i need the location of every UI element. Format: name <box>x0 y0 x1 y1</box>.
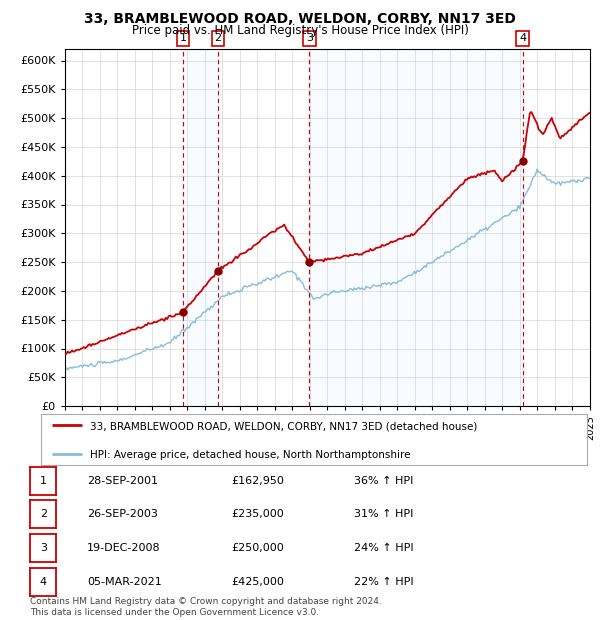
Text: 36% ↑ HPI: 36% ↑ HPI <box>354 476 413 486</box>
Text: 33, BRAMBLEWOOD ROAD, WELDON, CORBY, NN17 3ED (detached house): 33, BRAMBLEWOOD ROAD, WELDON, CORBY, NN1… <box>90 422 478 432</box>
Text: 3: 3 <box>306 33 313 43</box>
Text: 28-SEP-2001: 28-SEP-2001 <box>87 476 158 486</box>
Text: £162,950: £162,950 <box>231 476 284 486</box>
Text: 2: 2 <box>40 509 47 519</box>
Text: HPI: Average price, detached house, North Northamptonshire: HPI: Average price, detached house, Nort… <box>90 450 410 460</box>
Bar <box>309 49 523 406</box>
Text: 4: 4 <box>40 577 47 587</box>
Bar <box>183 49 218 406</box>
Text: 22% ↑ HPI: 22% ↑ HPI <box>354 577 413 587</box>
Text: 2: 2 <box>214 33 221 43</box>
Text: 26-SEP-2003: 26-SEP-2003 <box>87 509 158 519</box>
Text: 3: 3 <box>40 543 47 553</box>
Text: 1: 1 <box>179 33 187 43</box>
Text: £250,000: £250,000 <box>231 543 284 553</box>
Text: 31% ↑ HPI: 31% ↑ HPI <box>354 509 413 519</box>
Text: 1: 1 <box>40 476 47 486</box>
Text: £235,000: £235,000 <box>231 509 284 519</box>
Text: 24% ↑ HPI: 24% ↑ HPI <box>354 543 413 553</box>
Text: 05-MAR-2021: 05-MAR-2021 <box>87 577 162 587</box>
Text: £425,000: £425,000 <box>231 577 284 587</box>
Text: Contains HM Land Registry data © Crown copyright and database right 2024.: Contains HM Land Registry data © Crown c… <box>30 597 382 606</box>
Text: 19-DEC-2008: 19-DEC-2008 <box>87 543 161 553</box>
Text: 4: 4 <box>519 33 526 43</box>
Text: Price paid vs. HM Land Registry's House Price Index (HPI): Price paid vs. HM Land Registry's House … <box>131 24 469 37</box>
Text: 33, BRAMBLEWOOD ROAD, WELDON, CORBY, NN17 3ED: 33, BRAMBLEWOOD ROAD, WELDON, CORBY, NN1… <box>84 12 516 27</box>
Text: This data is licensed under the Open Government Licence v3.0.: This data is licensed under the Open Gov… <box>30 608 319 617</box>
